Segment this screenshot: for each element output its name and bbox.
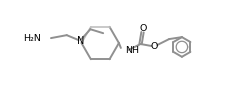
Text: NH: NH xyxy=(125,46,139,55)
Text: H₂N: H₂N xyxy=(23,34,41,43)
Text: O: O xyxy=(151,42,158,51)
Text: O: O xyxy=(140,24,147,33)
Text: N: N xyxy=(77,36,84,46)
